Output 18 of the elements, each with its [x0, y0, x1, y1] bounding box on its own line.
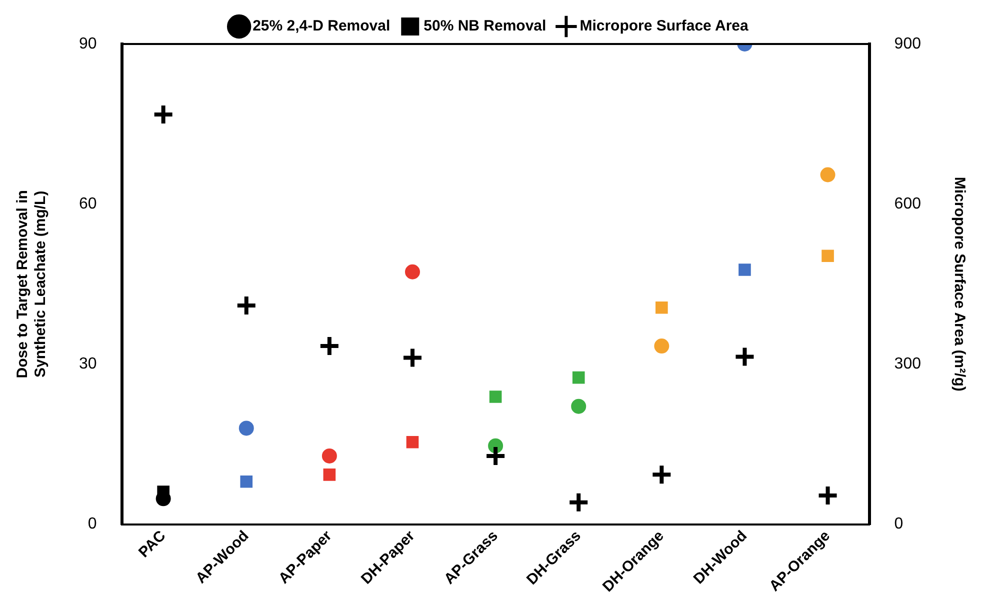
y-axis-title: Dose to Target Removal in Synthetic Leachate (mg/L): [14, 190, 50, 378]
legend-label: Micropore Surface Area: [580, 18, 750, 35]
y-tick-label: 60: [79, 196, 97, 212]
legend-label: 50% NB Removal: [424, 18, 546, 35]
legend-label: 25% 2,4-D Removal: [252, 18, 390, 35]
y-tick-label: 90: [79, 35, 97, 52]
point: [650, 464, 673, 486]
point: [568, 491, 590, 514]
y2-tick-label: 300: [894, 356, 922, 373]
y2-tick-label: 0: [894, 516, 904, 533]
point: [734, 346, 756, 368]
point: [240, 475, 253, 488]
y2-axis-title: Micropore Surface Area (m²/g): [950, 176, 968, 392]
y-tick-label: 30: [79, 356, 97, 373]
y2-tick-label: 900: [894, 35, 922, 52]
point: [738, 264, 751, 276]
y2-tick-label: 600: [894, 196, 922, 212]
y-tick-label: 0: [88, 516, 97, 533]
